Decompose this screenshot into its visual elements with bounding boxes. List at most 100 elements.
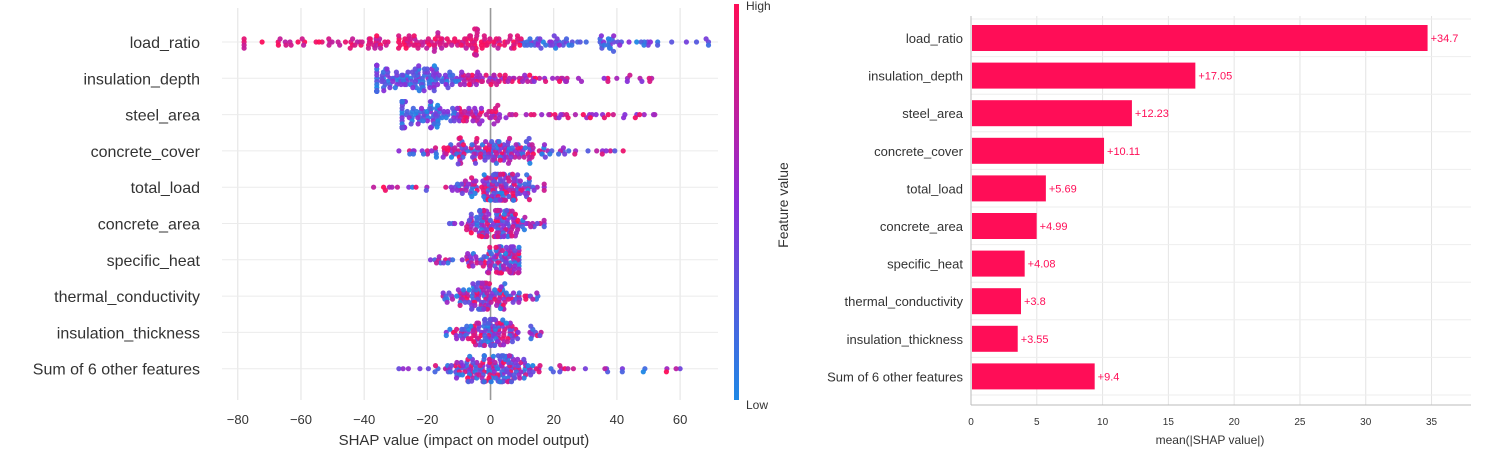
shap-dot bbox=[382, 187, 388, 193]
shap-dot bbox=[525, 78, 531, 84]
shap-dot bbox=[522, 72, 528, 78]
shap-dot bbox=[522, 181, 528, 187]
shap-dot bbox=[533, 366, 540, 372]
shap-dot bbox=[497, 171, 504, 177]
shap-dot bbox=[497, 157, 503, 163]
shap-dot bbox=[467, 33, 474, 39]
shap-dot bbox=[503, 290, 509, 296]
shap-dot bbox=[516, 290, 522, 296]
shap-dot bbox=[594, 148, 600, 154]
shap-dot bbox=[482, 316, 488, 322]
shap-dot bbox=[511, 45, 517, 51]
shap-dot bbox=[431, 42, 437, 48]
shap-dot bbox=[502, 72, 508, 78]
shap-dot bbox=[465, 72, 471, 78]
bar-sum-of-6-other-features bbox=[972, 363, 1095, 390]
value-label: +3.55 bbox=[1021, 334, 1049, 346]
shap-dot bbox=[485, 339, 491, 345]
shap-dot bbox=[456, 118, 462, 124]
shap-dot bbox=[513, 142, 519, 148]
shap-dot bbox=[492, 342, 498, 348]
shap-dot bbox=[641, 42, 647, 48]
shap-dot bbox=[404, 108, 410, 115]
shap-dot bbox=[677, 366, 683, 372]
shap-dot bbox=[473, 52, 479, 58]
shap-dot bbox=[460, 363, 466, 369]
shap-dot bbox=[522, 145, 528, 151]
shap-dot bbox=[501, 42, 508, 48]
shap-dot bbox=[487, 316, 493, 322]
shap-dot bbox=[517, 375, 523, 381]
bar-insulation-depth bbox=[972, 62, 1196, 89]
shap-dot bbox=[465, 336, 471, 342]
shap-dot bbox=[445, 260, 451, 266]
shap-dot bbox=[389, 184, 395, 190]
x-tick-label: 0 bbox=[487, 412, 494, 427]
shap-dot bbox=[512, 154, 518, 160]
shap-dot bbox=[663, 369, 670, 375]
shap-dot bbox=[407, 151, 413, 157]
shap-dot bbox=[546, 112, 552, 118]
shap-dot bbox=[683, 39, 690, 45]
shap-dot bbox=[541, 142, 548, 148]
shap-dot bbox=[459, 220, 465, 227]
shap-dot bbox=[507, 269, 513, 275]
shap-dot bbox=[537, 36, 543, 42]
shap-dot bbox=[434, 124, 440, 130]
shap-dot bbox=[413, 184, 419, 190]
shap-dot bbox=[537, 363, 543, 369]
shap-dot bbox=[494, 302, 500, 308]
feature-label-insulation-depth: insulation_depth bbox=[83, 71, 200, 88]
shap-dot bbox=[626, 39, 632, 45]
shap-dot bbox=[410, 42, 417, 48]
shap-dot bbox=[488, 251, 494, 257]
shap-dot bbox=[459, 69, 465, 75]
shap-dot bbox=[602, 366, 608, 372]
shap-dot bbox=[352, 42, 358, 48]
shap-dot bbox=[468, 211, 474, 217]
x-tick-label: 5 bbox=[1034, 417, 1040, 428]
shap-dot bbox=[497, 197, 503, 203]
shap-dot bbox=[482, 342, 488, 348]
shap-dot bbox=[705, 42, 712, 48]
shap-dot bbox=[526, 135, 532, 142]
colorbar-high-label: High bbox=[746, 0, 771, 13]
shap-dot bbox=[481, 353, 487, 359]
shap-dot bbox=[457, 135, 463, 141]
shap-dot bbox=[396, 33, 402, 39]
shap-dot bbox=[593, 112, 599, 118]
shap-dot bbox=[584, 115, 590, 121]
shap-dot bbox=[492, 287, 498, 293]
shap-dot bbox=[458, 181, 464, 187]
shap-dot bbox=[501, 197, 507, 203]
shap-dot bbox=[528, 336, 534, 342]
shap-dot bbox=[527, 72, 533, 78]
shap-dot bbox=[466, 217, 472, 223]
shap-dot bbox=[399, 99, 405, 105]
shap-dot bbox=[424, 45, 430, 51]
shap-dot bbox=[474, 260, 480, 266]
shap-dot bbox=[416, 63, 422, 69]
shap-dot bbox=[547, 151, 553, 157]
value-label: +4.08 bbox=[1028, 259, 1056, 271]
shap-dot bbox=[531, 78, 537, 84]
shap-dot bbox=[427, 105, 433, 111]
shap-dot bbox=[543, 42, 549, 48]
shap-dot bbox=[427, 85, 433, 91]
shap-dot bbox=[463, 187, 469, 193]
shap-dot bbox=[490, 353, 496, 359]
shap-dot bbox=[469, 142, 475, 148]
shap-dot bbox=[570, 366, 577, 372]
shap-dot bbox=[384, 66, 390, 72]
shap-dot bbox=[424, 118, 430, 124]
shap-dot bbox=[288, 42, 294, 48]
shap-dot bbox=[620, 148, 626, 154]
shap-dot bbox=[418, 105, 425, 111]
shap-dot bbox=[419, 42, 425, 48]
shap-dot bbox=[495, 102, 501, 108]
shap-dot bbox=[510, 299, 516, 305]
shap-dot bbox=[440, 154, 446, 160]
shap-dot bbox=[392, 85, 398, 91]
shap-dot bbox=[515, 329, 521, 335]
shap-dot bbox=[587, 115, 593, 121]
